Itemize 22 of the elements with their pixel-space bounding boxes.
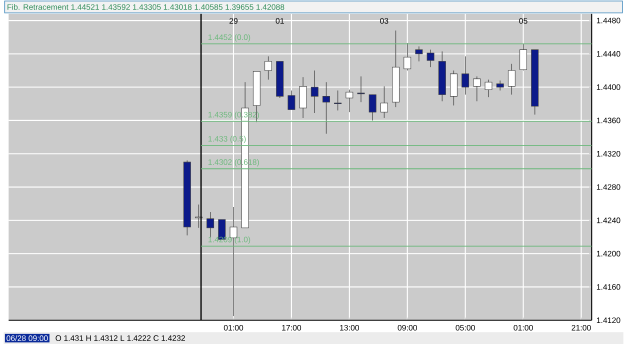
- candlestick: [520, 43, 528, 71]
- candlestick: [346, 89, 354, 112]
- candlestick: [450, 70, 458, 106]
- candlestick: [194, 204, 202, 228]
- candlestick: [206, 212, 214, 238]
- candlestick: [310, 70, 318, 114]
- candlestick: [264, 56, 272, 80]
- candlestick: [426, 49, 434, 68]
- candlestick: [322, 82, 330, 134]
- candlestick: [299, 76, 307, 118]
- candlestick: [508, 63, 516, 95]
- candlestick: [368, 94, 376, 121]
- candlestick: [415, 46, 423, 62]
- candlestick: [404, 42, 412, 71]
- candlestick: [496, 80, 504, 91]
- candlestick: [484, 79, 492, 98]
- candlestick: [380, 86, 388, 118]
- candlestick: [334, 90, 342, 111]
- candlestick: [473, 76, 481, 102]
- candlestick: [357, 76, 365, 102]
- candlestick: [288, 90, 296, 110]
- candlestick: [462, 56, 470, 95]
